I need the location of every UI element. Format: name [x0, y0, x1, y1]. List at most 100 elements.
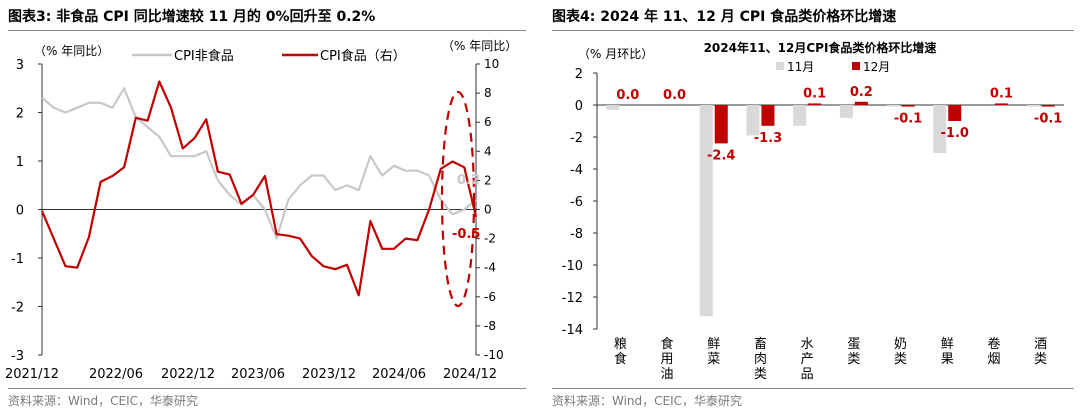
category-label-char: 鲜 — [707, 337, 720, 352]
category-label-char: 鲜 — [941, 337, 954, 352]
category-label-char: 品 — [801, 367, 814, 382]
right-y-tick-label: -10 — [484, 348, 504, 362]
legend-label-nonfood: CPI非食品 — [174, 48, 234, 64]
x-tick-label: 2024/06 — [372, 367, 426, 382]
category-label-char: 奶 — [894, 337, 907, 352]
left-source-note: 资料来源：Wind，CEIC，华泰研究 — [8, 394, 199, 408]
nonfood-series-line — [41, 87, 477, 240]
category-label-char: 肉 — [754, 352, 767, 367]
left-y-tick-label: -3 — [11, 349, 24, 364]
x-tick-label: 2023/06 — [231, 367, 285, 382]
x-tick-label: 2024/12 — [443, 367, 497, 382]
bar-data-label: 0.2 — [850, 85, 873, 100]
category-label-char: 畜 — [754, 336, 767, 352]
bar-nov — [839, 105, 853, 118]
left-y-tick-label: 1 — [16, 155, 24, 170]
category-label-char: 油 — [661, 367, 674, 382]
bar-dec — [808, 103, 822, 105]
category-label-char: 粮 — [614, 337, 627, 352]
right-y-tick-label: 0 — [484, 203, 492, 217]
bar-y-tick-label: -12 — [562, 291, 583, 306]
left-y-axis-label: （% 年同比） — [34, 44, 109, 58]
x-tick-label: 2022/06 — [89, 367, 143, 382]
right-y-tick-label: -6 — [484, 290, 496, 304]
legend-label-food: CPI食品（右） — [320, 48, 406, 64]
category-label-char: 类 — [894, 352, 907, 367]
bar-data-label: -1.3 — [754, 131, 782, 146]
bar-data-label: -1.0 — [941, 126, 969, 141]
bar-nov — [793, 105, 807, 126]
right-y-tick-label: 4 — [484, 144, 492, 158]
left-y-tick-label: 3 — [16, 58, 24, 73]
bar-nov — [1026, 105, 1040, 107]
bar-nov — [886, 105, 900, 107]
category-label-char: 类 — [754, 367, 767, 382]
annotation-food: -0.5 — [452, 227, 480, 242]
x-tick-label: 2022/12 — [161, 367, 215, 382]
food-series-line — [40, 80, 478, 297]
bar-y-tick-label: -4 — [570, 163, 583, 178]
category-label-char: 卷 — [987, 336, 1000, 352]
left-source-divider — [8, 388, 526, 389]
bar-y-tick-label: 2 — [575, 67, 583, 82]
bar-y-tick-label: -2 — [570, 131, 583, 146]
highlight-ellipse — [440, 90, 476, 308]
bar-data-label: 0.0 — [663, 88, 686, 103]
bar-dec — [901, 105, 915, 107]
right-y-tick-label: -4 — [484, 261, 496, 275]
bar-y-axis-label: （% 月环比） — [578, 47, 653, 61]
bar-nov — [606, 105, 620, 110]
category-label-char: 食 — [661, 336, 674, 352]
category-label-char: 菜 — [707, 352, 720, 367]
x-tick-label: 2021/12 — [5, 367, 59, 382]
bar-y-tick-label: 0 — [575, 99, 583, 114]
bar-data-label: 0.1 — [803, 86, 826, 101]
bar-data-label: -0.1 — [894, 112, 922, 127]
left-y-tick-label: -1 — [11, 252, 24, 267]
category-label-char: 酒 — [1034, 337, 1047, 352]
category-label-char: 烟 — [987, 352, 1000, 367]
left-title-divider — [8, 30, 526, 31]
bar-y-tick-label: -8 — [570, 227, 583, 242]
right-y-tick-label: 6 — [484, 115, 492, 129]
bar-nov — [933, 105, 947, 153]
x-tick-label: 2023/12 — [302, 367, 356, 382]
category-label-char: 蛋 — [847, 337, 860, 352]
bar-data-label: -2.4 — [707, 148, 735, 163]
legend-label-nov: 11月 — [787, 60, 814, 74]
category-label-char: 用 — [661, 352, 674, 367]
left-y-tick-label: 0 — [16, 204, 24, 219]
legend-label-dec: 12月 — [863, 60, 890, 74]
category-label-char: 食 — [614, 351, 627, 367]
right-chart-title: 图表4: 2024 年 11、12 月 CPI 食品类价格环比增速 — [552, 9, 897, 25]
right-y-tick-label: -2 — [484, 232, 496, 246]
bar-dec — [994, 103, 1008, 105]
bar-dec — [1041, 105, 1055, 107]
category-label-char: 类 — [1034, 352, 1047, 367]
category-label-char: 水 — [801, 337, 814, 352]
bar-dec — [854, 101, 868, 105]
bar-dec — [714, 105, 728, 144]
right-source-note: 资料来源：Wind，CEIC，华泰研究 — [552, 394, 743, 408]
bar-data-label: -0.1 — [1034, 112, 1062, 127]
right-y-tick-label: 2 — [484, 173, 492, 187]
bar-y-tick-label: -10 — [562, 259, 583, 274]
left-y-tick-label: 2 — [16, 107, 24, 122]
bar-nov — [699, 105, 713, 317]
annotation-nonfood: 0.2 — [457, 173, 480, 188]
left-y-tick-label: -2 — [11, 301, 24, 316]
legend-swatch-dec — [852, 62, 860, 70]
right-title-divider — [552, 30, 1074, 31]
category-label-char: 类 — [847, 352, 860, 367]
right-y-tick-label: 10 — [484, 57, 499, 71]
bar-data-label: 0.0 — [616, 88, 639, 103]
bar-data-label: 0.1 — [990, 86, 1013, 101]
right-y-axis-label: （% 年同比） — [442, 39, 517, 53]
category-label-char: 果 — [941, 352, 954, 367]
legend-swatch-nov — [776, 62, 784, 70]
bar-dec — [948, 105, 962, 121]
bar-dec — [761, 105, 775, 126]
right-source-divider — [552, 388, 1074, 389]
